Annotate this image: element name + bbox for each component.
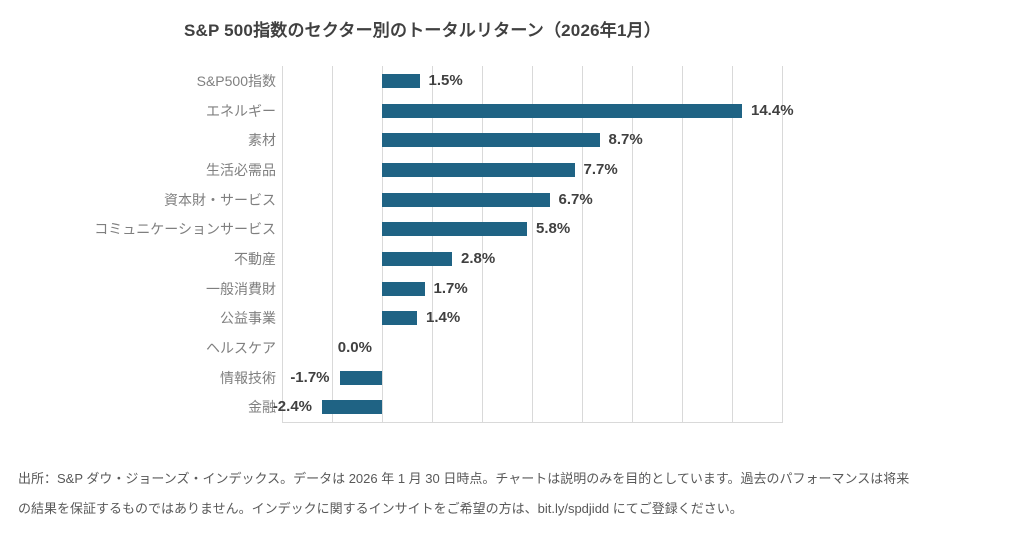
category-label: ヘルスケア	[206, 339, 276, 356]
bar	[382, 162, 575, 177]
value-label: 7.7%	[583, 160, 618, 178]
gridline	[482, 66, 483, 422]
gridline	[432, 66, 433, 422]
category-label: 素材	[248, 132, 276, 149]
bar	[322, 400, 382, 415]
value-label: -1.7%	[290, 368, 330, 386]
gridline	[332, 66, 333, 422]
category-label: 金融	[248, 399, 276, 416]
value-label: 8.7%	[608, 131, 643, 149]
category-label: 不動産	[234, 250, 276, 267]
bar	[382, 251, 452, 266]
bar	[382, 281, 425, 296]
gridline	[282, 66, 283, 422]
category-label: エネルギー	[206, 102, 276, 119]
bar	[382, 133, 600, 148]
value-label: 5.8%	[536, 220, 571, 238]
source-note-line-2: の結果を保証するものではありません。インデックに関するインサイトをご希望の方は、…	[18, 501, 743, 516]
value-label: 6.7%	[558, 190, 593, 208]
gridline	[682, 66, 683, 422]
bar	[339, 370, 382, 385]
category-label: S&P500指数	[196, 72, 276, 89]
category-label: 情報技術	[220, 369, 276, 386]
value-label: 1.4%	[426, 309, 461, 327]
gridline	[582, 66, 583, 422]
bar	[382, 311, 417, 326]
source-note-line-1: 出所：S&P ダウ・ジョーンズ・インデックス。データは 2026 年 1 月 3…	[18, 471, 910, 486]
chart-title: S&P 500指数のセクター別のトータルリターン（2026年1月）	[183, 21, 662, 40]
gridline	[732, 66, 733, 422]
x-axis-line	[282, 422, 783, 423]
category-label: 資本財・サービス	[164, 191, 276, 208]
value-label: 1.7%	[433, 279, 468, 297]
category-label: コミュニケーションサービス	[94, 221, 276, 238]
value-label: -2.4%	[272, 398, 312, 416]
bar	[382, 103, 742, 118]
value-label: 1.5%	[428, 71, 463, 89]
gridline	[632, 66, 633, 422]
bar	[382, 192, 550, 207]
category-label: 生活必需品	[206, 161, 276, 178]
category-label: 公益事業	[220, 310, 276, 327]
bar	[382, 222, 527, 237]
value-label: 0.0%	[337, 338, 372, 356]
gridline	[382, 66, 383, 422]
gridline	[532, 66, 533, 422]
bar	[382, 73, 420, 88]
gridline	[782, 66, 783, 422]
value-label: 2.8%	[461, 249, 496, 267]
value-label: 14.4%	[751, 101, 794, 119]
source-note: 出所：S&P ダウ・ジョーンズ・インデックス。データは 2026 年 1 月 3…	[18, 464, 998, 524]
category-label: 一般消費財	[206, 280, 276, 297]
